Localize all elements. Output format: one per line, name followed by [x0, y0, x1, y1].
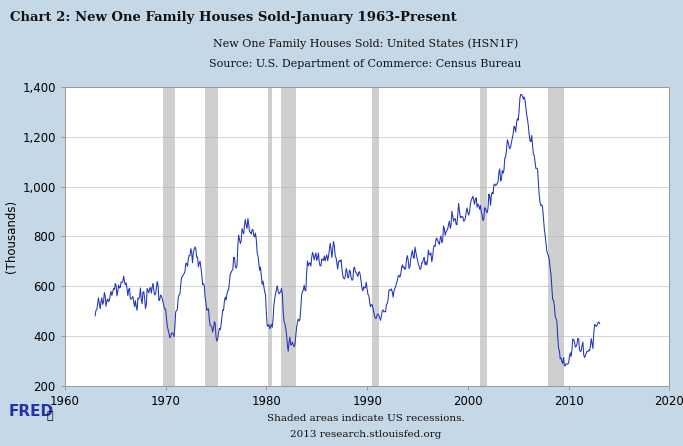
Text: FRED: FRED — [8, 404, 53, 419]
Bar — [372, 87, 379, 386]
Text: Shaded areas indicate US recessions.: Shaded areas indicate US recessions. — [266, 414, 464, 423]
Bar — [268, 87, 273, 386]
Bar — [281, 87, 296, 386]
Text: New One Family Houses Sold: United States (HSN1F): New One Family Houses Sold: United State… — [213, 38, 518, 49]
Text: Chart 2: New One Family Houses Sold-January 1963-Present: Chart 2: New One Family Houses Sold-Janu… — [10, 11, 457, 24]
Text: 2013 research.stlouisfed.org: 2013 research.stlouisfed.org — [290, 430, 441, 439]
Bar — [548, 87, 563, 386]
Bar — [205, 87, 218, 386]
Bar — [479, 87, 487, 386]
Y-axis label: (Thousands): (Thousands) — [5, 200, 18, 273]
Text: 📈: 📈 — [46, 411, 53, 421]
Bar — [163, 87, 175, 386]
Text: Source: U.S. Department of Commerce: Census Bureau: Source: U.S. Department of Commerce: Cen… — [209, 59, 522, 69]
